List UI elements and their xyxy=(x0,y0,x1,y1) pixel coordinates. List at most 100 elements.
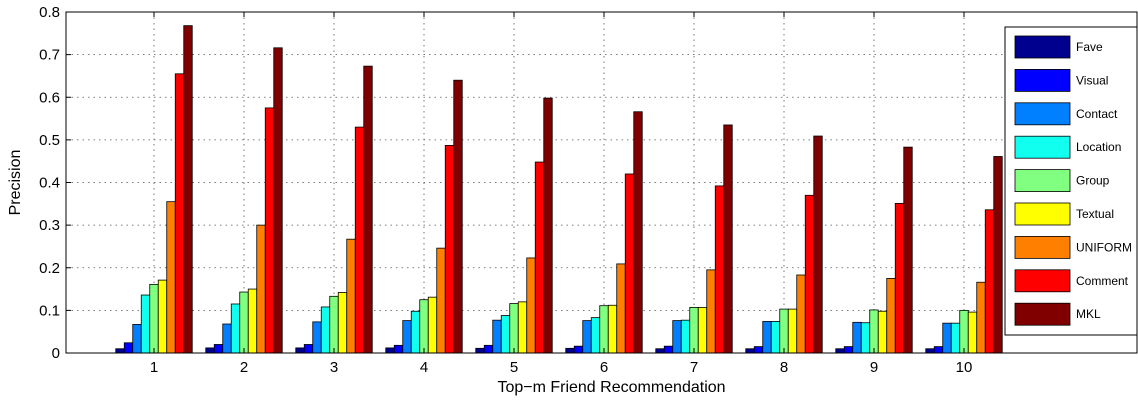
y-tick-label: 0.8 xyxy=(39,4,60,21)
bar-comment xyxy=(174,73,185,354)
bar-contact xyxy=(132,324,142,354)
bar-location xyxy=(500,315,511,354)
bar-location xyxy=(860,322,871,354)
bar-group xyxy=(869,309,879,354)
bar-group xyxy=(655,124,733,354)
bar-location xyxy=(140,294,151,354)
bar-fave xyxy=(565,347,575,354)
bar-mkl xyxy=(723,124,733,354)
legend-item: Location xyxy=(1014,135,1121,159)
bar-textual xyxy=(517,301,528,354)
y-tick-label: 0.6 xyxy=(39,89,60,106)
bar-textual xyxy=(967,311,978,354)
bar-uniform xyxy=(886,278,896,354)
bar-contact xyxy=(852,321,862,354)
bar-comment xyxy=(624,173,635,354)
bar-comment xyxy=(894,202,905,354)
bar-mkl xyxy=(543,97,553,354)
legend-item: MKL xyxy=(1014,302,1101,326)
bar-visual xyxy=(393,344,404,354)
bar-uniform xyxy=(346,238,356,354)
bar-fave xyxy=(655,348,665,354)
x-tick-label: 5 xyxy=(510,359,518,376)
y-tick-label: 0.7 xyxy=(39,47,60,64)
bar-location xyxy=(230,303,241,354)
legend-label: Comment xyxy=(1076,274,1129,288)
x-axis-label: Top−m Friend Recommendation xyxy=(497,379,725,396)
bar-comment xyxy=(804,194,815,354)
bar-comment xyxy=(984,209,995,354)
legend: Fave Visual Contact Location Group Textual UNI… xyxy=(1004,26,1138,336)
bar-group xyxy=(149,283,159,354)
legend-swatch xyxy=(1014,135,1071,159)
x-tick-label: 2 xyxy=(240,359,248,376)
bar-fave xyxy=(835,348,845,354)
y-tick-label: 0.4 xyxy=(39,175,60,192)
y-tick-label: 0.2 xyxy=(39,260,60,277)
x-tick-label: 4 xyxy=(420,359,428,376)
bar-textual xyxy=(877,310,888,354)
x-axis-ticks: 1 2 3 4 5 6 7 8 9 10 xyxy=(150,12,973,376)
bar-visual xyxy=(123,342,134,354)
bar-location xyxy=(770,321,781,354)
legend-swatch xyxy=(1014,169,1071,193)
x-tick-label: 9 xyxy=(870,359,878,376)
bar-fave xyxy=(295,347,305,354)
x-tick-label: 7 xyxy=(690,359,698,376)
bar-textual xyxy=(697,306,708,354)
bar-comment xyxy=(444,145,455,354)
bar-groups xyxy=(115,25,1003,354)
bar-visual xyxy=(753,346,764,354)
grid-lines xyxy=(66,12,1137,353)
bar-textual xyxy=(247,288,258,354)
bar-uniform xyxy=(256,224,266,354)
bar-comment xyxy=(534,161,545,354)
bar-group xyxy=(745,135,823,354)
bar-group xyxy=(295,65,373,354)
x-tick-label: 10 xyxy=(956,359,973,376)
bar-location xyxy=(680,319,691,354)
legend-label: Visual xyxy=(1076,73,1108,87)
bar-contact xyxy=(762,321,772,354)
bar-comment xyxy=(264,107,275,354)
x-tick-label: 8 xyxy=(780,359,788,376)
x-tick-label: 6 xyxy=(600,359,608,376)
bar-comment xyxy=(354,126,365,354)
legend-label: Contact xyxy=(1076,107,1118,121)
bar-mkl xyxy=(183,25,193,354)
x-tick-label: 1 xyxy=(150,359,158,376)
legend-label: Group xyxy=(1076,174,1110,188)
legend-swatch xyxy=(1014,69,1071,92)
bar-comment xyxy=(714,185,725,354)
bar-contact xyxy=(942,322,952,354)
bar-contact xyxy=(222,323,232,354)
bar-location xyxy=(410,310,421,354)
bar-uniform xyxy=(796,274,806,354)
bar-visual xyxy=(483,344,494,354)
bar-group xyxy=(779,308,789,354)
bar-mkl xyxy=(633,111,643,354)
bar-mkl xyxy=(453,79,463,354)
y-tick-label: 0.5 xyxy=(39,132,60,149)
bar-location xyxy=(590,317,601,354)
bar-group xyxy=(959,309,969,354)
bar-group xyxy=(239,291,249,354)
legend-swatch xyxy=(1014,102,1071,126)
bar-uniform xyxy=(436,247,446,354)
legend-label: Location xyxy=(1076,140,1121,154)
bar-visual xyxy=(843,346,854,354)
y-axis-label: Precision xyxy=(7,150,24,216)
bar-fave xyxy=(925,348,935,354)
y-tick-label: 0.3 xyxy=(39,217,60,234)
bar-textual xyxy=(157,279,168,354)
bar-fave xyxy=(205,347,215,354)
bar-fave xyxy=(385,347,395,354)
y-tick-label: 0.1 xyxy=(39,302,60,319)
y-tick-label: 0 xyxy=(52,345,60,362)
legend-item: Contact xyxy=(1014,102,1118,126)
bar-contact xyxy=(492,319,502,354)
bar-group xyxy=(689,306,699,354)
bar-group xyxy=(419,299,429,354)
legend-item: Group xyxy=(1014,169,1110,193)
bar-contact xyxy=(672,320,682,354)
